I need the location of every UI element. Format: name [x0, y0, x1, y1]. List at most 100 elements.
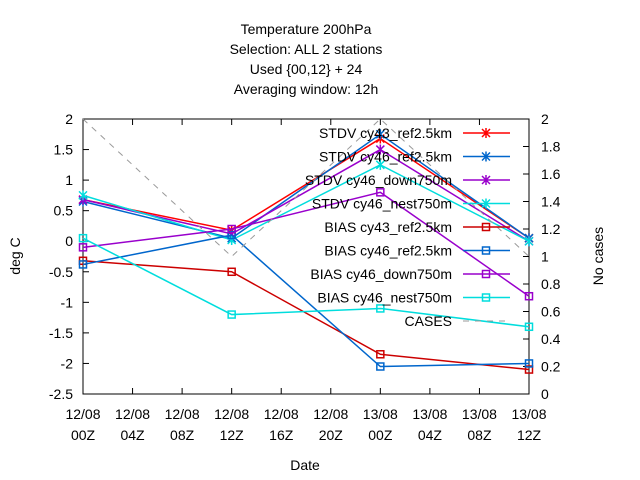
data-point [78, 260, 88, 269]
data-point [376, 362, 385, 371]
legend-entry: CASES [405, 313, 510, 329]
x-axis-ticks: 12/08 00Z 12/08 04Z 12/08 08Z 12/08 12Z 12/08 16Z… [65, 119, 547, 443]
chart-title: Temperature 200hPa Selection: ALL 2 stati… [230, 21, 383, 97]
legend-marker [481, 246, 491, 255]
legend-entry: STDV cy43_ref2.5km [319, 125, 510, 141]
series-line [82, 260, 530, 371]
chart-title-line: Averaging window: 12h [234, 81, 379, 97]
series-line [82, 148, 530, 242]
y-tick-label: 1.5 [54, 142, 74, 158]
legend-marker [481, 293, 491, 302]
legend-marker [481, 151, 491, 162]
series-bias-cy46-nest750m [78, 233, 534, 332]
legend-label: CASES [405, 313, 452, 329]
series-line [82, 237, 530, 328]
plot-frame [82, 118, 530, 395]
data-point [376, 188, 385, 197]
data-point [78, 190, 88, 201]
chart-title-line: Temperature 200hPa [241, 21, 372, 37]
y-axis-ticks: 2 1.5 1 0.5 0 -0.5 -1 -1.5 -2 -2.5 [49, 111, 89, 402]
data-point [376, 304, 385, 313]
series-line [82, 163, 530, 242]
y-tick-label: -1.5 [49, 325, 73, 341]
y2-tick-label: 1.4 [541, 194, 561, 210]
y2-tick-label: 0 [541, 386, 549, 402]
series-bias-cy46-down750m [78, 188, 534, 301]
y-tick-label: 2 [65, 111, 73, 127]
data-point [227, 230, 236, 240]
chart-title-line: Used {00,12} + 24 [250, 61, 363, 77]
x-axis-label: Date [290, 457, 320, 473]
y2-tick-label: 2 [541, 111, 549, 127]
y2-tick-label: 0.8 [541, 276, 561, 292]
legend-label: BIAS cy46_ref2.5km [324, 243, 452, 259]
legend-marker [481, 175, 491, 185]
data-point [375, 144, 385, 155]
y-tick-label: -2 [61, 355, 74, 371]
x-tick-label-date: 12/08 [313, 406, 348, 422]
x-tick-label-date: 12/08 [65, 406, 100, 422]
legend-entry: STDV cy46_down750m [305, 172, 510, 188]
series-line [82, 118, 530, 258]
data-point [524, 359, 534, 368]
data-point [524, 365, 534, 374]
y-axis-label: deg C [7, 237, 23, 274]
legend-marker [481, 269, 491, 279]
series-cases [82, 118, 530, 258]
series-stdv-cy46-nest750m [78, 159, 534, 247]
y-tick-label: -1 [61, 294, 74, 310]
data-point [524, 322, 534, 332]
legend-entry: BIAS cy43_ref2.5km [324, 219, 510, 235]
y-tick-label: 0.5 [54, 203, 74, 219]
series-line [82, 234, 530, 368]
x-tick-label-date: 12/08 [214, 406, 249, 422]
data-point [78, 233, 88, 243]
x-tick-label-date: 13/08 [462, 406, 497, 422]
legend-entry: STDV cy46_nest750m [312, 196, 510, 212]
y2-tick-label: 1.2 [541, 221, 561, 237]
legend-label: BIAS cy46_down750m [310, 266, 452, 282]
y2-tick-label: 0.4 [541, 331, 561, 347]
x-tick-label-hour: 12Z [220, 427, 245, 443]
y2-tick-label: 1.8 [541, 139, 561, 155]
x-tick-label-hour: 04Z [418, 427, 443, 443]
x-tick-label-hour: 08Z [467, 427, 492, 443]
legend-entry: BIAS cy46_ref2.5km [324, 243, 510, 259]
x-tick-label-hour: 04Z [120, 427, 145, 443]
data-point [375, 129, 385, 140]
x-tick-label-hour: 16Z [269, 427, 294, 443]
data-point [78, 243, 88, 252]
x-tick-label-hour: 00Z [368, 427, 393, 443]
series-lines [78, 118, 534, 374]
y-tick-label: -0.5 [49, 264, 73, 280]
legend-entry: STDV cy46_ref2.5km [319, 149, 510, 165]
legend: STDV cy43_ref2.5km STDV cy46_ref2.5km STDV… [305, 125, 510, 329]
y2-axis-ticks: 2 1.8 1.6 1.4 1.2 1 0.8 0.6 0.4 0.2 0 [523, 111, 561, 402]
data-point [376, 350, 385, 359]
x-tick-label-date: 12/08 [115, 406, 150, 422]
series-bias-cy46-ref2-5km [78, 230, 534, 371]
y2-tick-label: 1.6 [541, 166, 561, 182]
chart-title-line: Selection: ALL 2 stations [230, 41, 383, 57]
legend-marker [481, 128, 491, 138]
legend-label: STDV cy46_nest750m [312, 196, 452, 212]
legend-marker [481, 198, 491, 209]
x-tick-label-hour: 12Z [517, 427, 542, 443]
data-point [524, 291, 534, 301]
series-line [82, 133, 530, 239]
data-point [524, 236, 534, 247]
legend-label: BIAS cy46_nest750m [317, 290, 452, 306]
x-tick-label-hour: 08Z [170, 427, 195, 443]
legend-label: STDV cy46_ref2.5km [319, 149, 452, 165]
legend-entry: BIAS cy46_down750m [310, 266, 510, 282]
x-tick-label-date: 13/08 [412, 406, 447, 422]
data-point [227, 224, 236, 234]
y2-tick-label: 0.2 [541, 359, 561, 375]
y2-tick-label: 0.6 [541, 304, 561, 320]
x-tick-label-date: 12/08 [264, 406, 299, 422]
x-tick-label-hour: 00Z [71, 427, 96, 443]
x-tick-label-date: 13/08 [511, 406, 546, 422]
x-tick-label-hour: 20Z [319, 427, 344, 443]
legend-label: STDV cy46_down750m [305, 172, 452, 188]
